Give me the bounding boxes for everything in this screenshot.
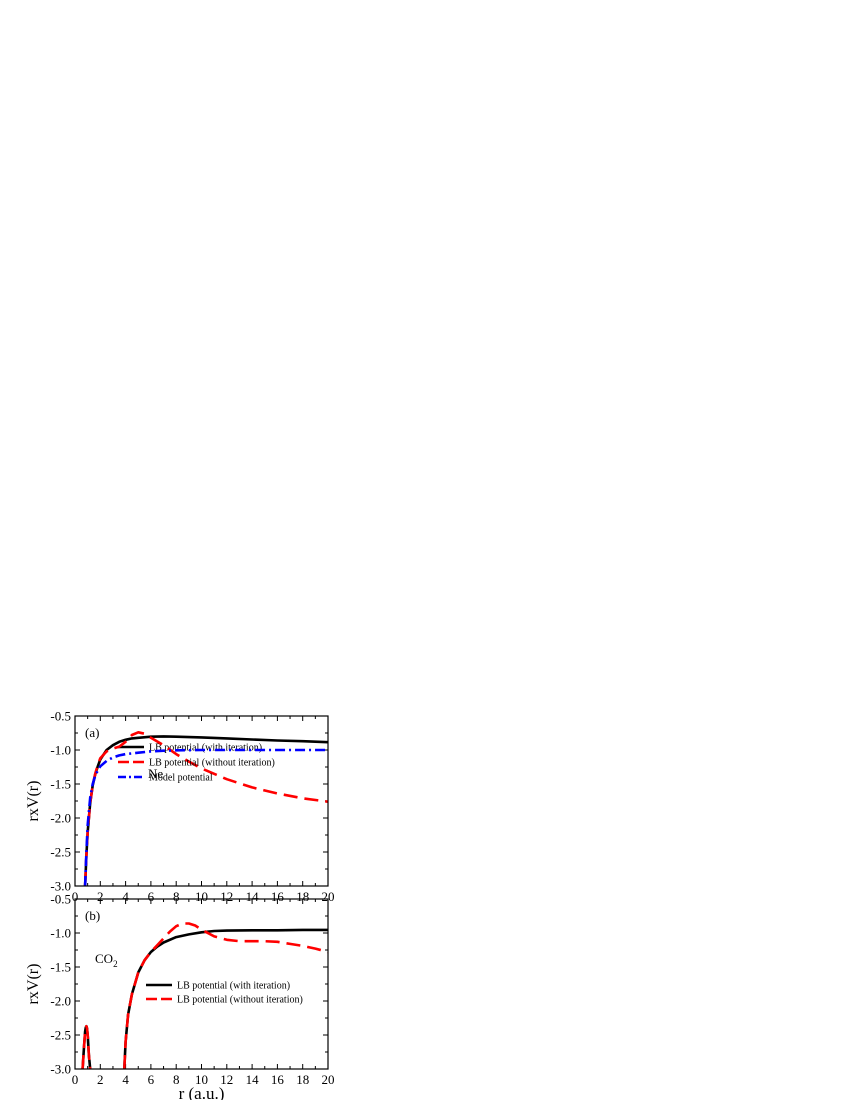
x-tick-label: 10: [195, 1072, 208, 1087]
series-line-2: [83, 730, 328, 886]
x-tick-label: 20: [322, 889, 335, 904]
panel-label: (b): [85, 908, 100, 923]
panel-label: (a): [85, 725, 99, 740]
x-tick-label: 8: [173, 1072, 180, 1087]
legend-label-3: Model potential: [149, 773, 213, 784]
x-tick-label: 0: [72, 889, 79, 904]
y-tick-label: -1.0: [50, 743, 71, 758]
molecule-annotation: CO2: [95, 951, 118, 969]
plot-frame: [74, 898, 329, 1070]
legend-label-1: LB potential (with iteration): [149, 743, 262, 754]
y-tick-label: -2.5: [50, 1028, 71, 1043]
molecule-base: CO: [95, 951, 113, 966]
y-tick-label: -2.0: [50, 811, 71, 826]
x-tick-label: 6: [148, 889, 155, 904]
x-tick-label: 4: [122, 889, 129, 904]
series-line-3: [83, 748, 328, 886]
y-tick-label: -1.5: [50, 960, 71, 975]
series-line-2: [123, 922, 328, 1069]
x-tick-label: 12: [220, 1072, 233, 1087]
x-tick-label: 14: [246, 889, 260, 904]
x-tick-label: 18: [296, 889, 309, 904]
legend-label-2: LB potential (without iteration): [177, 995, 303, 1006]
y-tick-label: -0.5: [50, 709, 71, 724]
x-tick-label: 2: [97, 1072, 104, 1087]
series-line-2: [81, 1024, 92, 1069]
x-tick-label: 4: [122, 1072, 129, 1087]
legend-label-1: LB potential (with iteration): [177, 981, 290, 992]
x-tick-label: 16: [271, 1072, 285, 1087]
x-tick-label: 12: [220, 889, 233, 904]
x-axis-label: r (a.u.): [179, 1084, 225, 1100]
y-tick-label: -3.0: [50, 1062, 71, 1077]
x-tick-label: 18: [296, 1072, 309, 1087]
x-tick-label: 10: [195, 889, 208, 904]
y-tick-label: -2.0: [50, 994, 71, 1009]
legend-label-2: LB potential (without iteration): [149, 758, 275, 769]
y-axis-label: rxV(r): [25, 964, 42, 1005]
x-tick-label: 2: [97, 889, 104, 904]
x-tick-label: 0: [72, 1072, 79, 1087]
y-tick-label: -1.5: [50, 777, 71, 792]
x-tick-label: 16: [271, 889, 285, 904]
y-tick-label: -2.5: [50, 845, 71, 860]
x-tick-label: 8: [173, 889, 180, 904]
y-tick-label: -0.5: [50, 892, 71, 907]
plot-frame: [74, 715, 329, 887]
x-tick-label: 6: [148, 1072, 155, 1087]
molecule-subscript: 2: [113, 959, 118, 969]
y-tick-label: -3.0: [50, 879, 71, 894]
y-axis-label: rxV(r): [25, 781, 42, 822]
x-tick-label: 14: [246, 1072, 260, 1087]
element-annotation: Ne: [148, 766, 163, 781]
x-tick-label: 20: [322, 1072, 335, 1087]
y-tick-label: -1.0: [50, 926, 71, 941]
